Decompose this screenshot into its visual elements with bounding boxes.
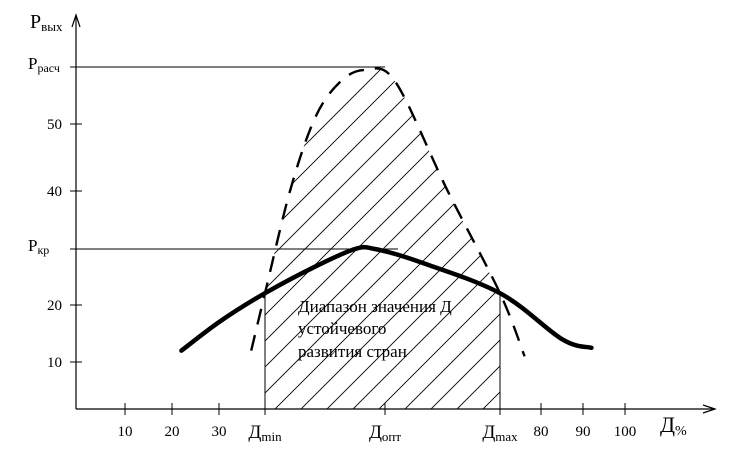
x-tick-label: 100 [614,424,637,440]
hatch-line [289,68,504,410]
x-special-label-d_min: Дmin [248,422,282,444]
hatch-line [263,68,504,410]
y-tick-label: 50 [47,117,62,133]
hatch-line [367,68,504,410]
x-tick-label: 20 [165,424,180,440]
hatch-line [524,60,729,420]
hatch-line [263,68,504,410]
region-label: Диапазон значения Д устойчевого развития… [298,297,452,361]
y-axis-arrow [71,13,81,28]
hatch-line [263,68,417,410]
x-tick-label: 30 [212,424,227,440]
x-special-label-d_max: Дmax [482,422,518,444]
hatch-line [602,60,729,420]
hatch-line [263,68,469,410]
hatch-line [576,60,729,420]
region-label-line-3: развития стран [298,342,407,361]
hatch-line [550,60,729,420]
hatch-line [341,68,504,410]
hatch-line [263,68,504,410]
hatch-line [654,60,729,420]
hatch-line [680,60,729,420]
x-tick-label: 10 [118,424,133,440]
hatch-line [263,68,495,410]
region-label-line-1: Диапазон значения Д [298,297,452,316]
y-axis-title: Pвых [30,11,63,34]
hatch-line [263,68,504,410]
y-tick-label: 20 [47,298,62,314]
hatch-line [706,60,729,420]
x-special-label-d_opt: Допт [369,422,401,444]
hatch-line [471,68,504,410]
hatch-line [393,68,504,410]
axes [70,13,717,415]
y-tick-label: 40 [47,184,62,200]
y-special-label-p_kr: Pкр [28,236,49,257]
reference-lines [76,66,501,409]
x-tick-label: 90 [576,424,591,440]
region-label-line-2: устойчевого [298,319,386,338]
curves [179,67,594,357]
hatch-line [263,68,443,410]
x-tick-label: 80 [534,424,549,440]
hatch-line [263,68,504,410]
y-tick-label: 10 [47,355,62,371]
hatched-region [263,60,729,420]
y-special-label-p_rasch: Pрасч [28,54,60,75]
hatch-line [445,68,504,410]
hatch-line [315,68,504,410]
hatch-line [628,60,729,420]
x-axis-title: Д% [660,412,687,439]
dashed-curve [250,67,526,357]
solid-curve [179,244,594,353]
hatch-line [497,68,504,410]
hatch-line [263,68,391,410]
x-axis-arrow [702,404,717,414]
tick-labels: Pвых Д% 10 20 40 50 Pрасч Pкр 10 20 30 80 90 100 Дmin Д… [28,11,687,444]
hatch-line [419,68,504,410]
